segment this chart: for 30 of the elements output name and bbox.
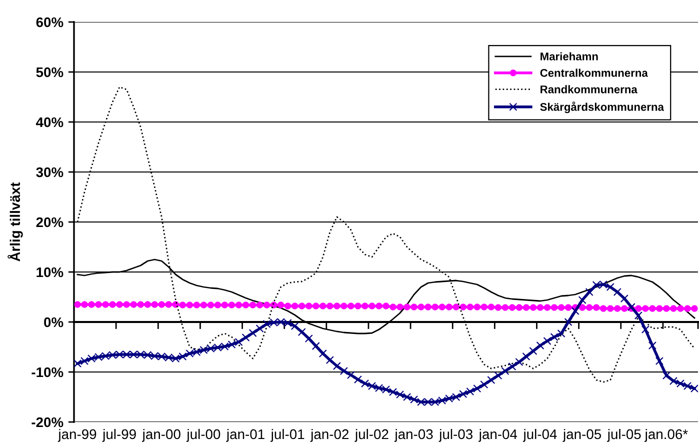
y-tick-label: 10% <box>36 267 64 278</box>
x-tick-label: jul-03 <box>438 428 472 442</box>
x-tick-label: jul-04 <box>522 428 557 442</box>
x-tick-label: jul-01 <box>270 428 304 442</box>
x-tick-label: jan.06* <box>644 428 688 442</box>
y-tick-label: 0% <box>44 317 64 328</box>
x-tick-label: jan-03 <box>394 428 433 442</box>
y-tick-label: 30% <box>36 167 64 178</box>
x-tick-label: jul-05 <box>607 428 641 442</box>
x-tick-label: jul-02 <box>354 428 388 442</box>
y-tick-label: 20% <box>36 217 64 228</box>
legend-label: Randkommunerna <box>540 85 638 94</box>
y-axis-title: Årlig tillväxt <box>8 182 23 262</box>
x-tick-label: jan-05 <box>562 428 602 442</box>
legend-label: Mariehamn <box>540 52 598 60</box>
legend-label: Centralkommunerna <box>540 68 648 77</box>
legend-label: Skärgårdskommunerna <box>540 102 664 114</box>
x-tick-label: jan-02 <box>310 428 349 442</box>
y-tick-label: -20% <box>32 417 64 428</box>
x-tick-label: jan-01 <box>226 428 264 442</box>
x-tick-label: jan-99 <box>58 428 96 442</box>
x-tick-label: jul-00 <box>186 428 220 442</box>
x-tick-label: jan-00 <box>142 428 180 442</box>
y-tick-label: 50% <box>36 67 64 78</box>
line-series <box>76 86 696 383</box>
y-tick-label: -10% <box>32 367 64 378</box>
x-tick-label: jul-99 <box>102 428 136 442</box>
y-tick-label: 40% <box>36 117 64 128</box>
x-tick-label: jan-04 <box>478 428 518 442</box>
y-tick-label: 60% <box>36 17 64 28</box>
